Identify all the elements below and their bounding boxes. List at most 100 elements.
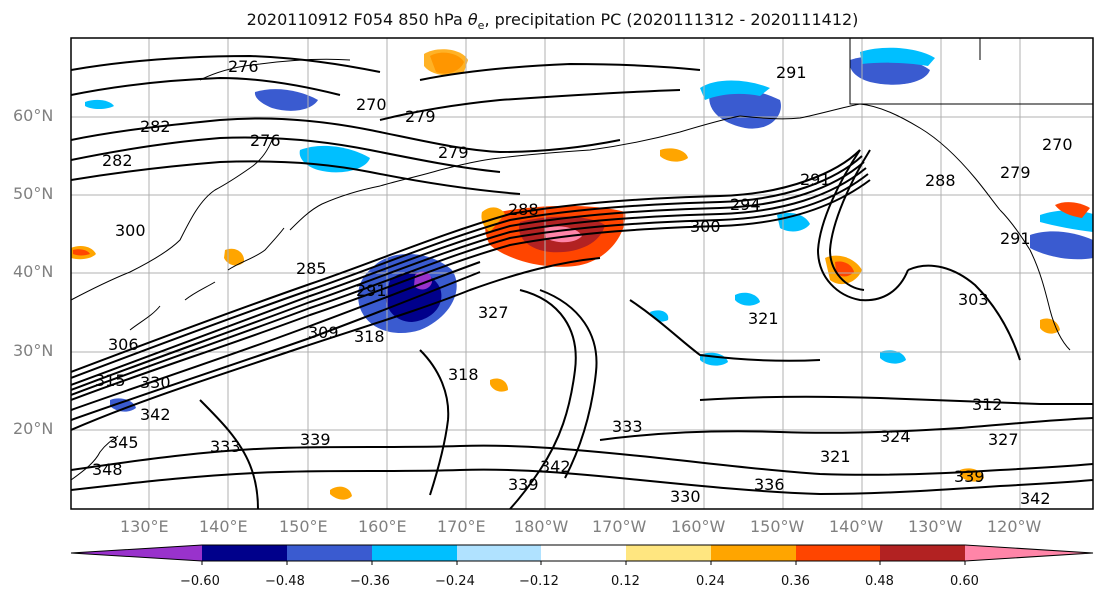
colorbar-tick-label: 0.12 [611,574,640,589]
contour-label: 279 [438,143,469,162]
lat-label-30n: 30°N [13,341,54,360]
contour-label: 330 [670,487,701,506]
precip-patch-kamchatka [299,145,370,173]
contour-label: 324 [880,427,911,446]
contour-label: 333 [612,417,643,436]
precip-patch-japan [224,248,245,266]
precip-patch-scattered-6 [85,99,114,109]
contour-label: 300 [115,221,146,240]
colorbar-tick-label: 0.48 [865,574,894,589]
lon-label: 140°W [829,517,884,536]
lon-label: 180°W [514,517,569,536]
contour-label: 348 [92,460,123,479]
contour-label: 318 [354,327,385,346]
contour-label: 270 [356,95,387,114]
precip-patch-scattered-4 [490,378,508,392]
lat-label-20n: 20°N [13,419,54,438]
contour-label: 336 [754,475,785,494]
colorbar-tick-label: −0.36 [350,574,390,589]
contour-label: 321 [748,309,779,328]
lon-label: 160°W [671,517,726,536]
colorbar-tick-label: 0.24 [696,574,725,589]
lat-label-40n: 40°N [13,262,54,281]
contour-label: 291 [776,63,807,82]
colorbar-tick-label: 0.60 [950,574,979,589]
contour-label: 291 [800,170,831,189]
contour-label: 309 [308,323,339,342]
contour-label: 342 [1020,489,1051,508]
title-prefix: 2020110912 F054 850 hPa [246,10,468,29]
contour-label: 327 [478,303,509,322]
colorbar [70,544,1094,565]
contour-label: 270 [1042,135,1073,154]
contour-label: 288 [925,171,956,190]
colorbar-tick-label: −0.24 [435,574,475,589]
contour-label: 300 [690,217,721,236]
colorbar-swatch [880,545,965,561]
contour-label: 294 [730,195,761,214]
contour-label: 321 [820,447,851,466]
colorbar-swatch [202,545,287,561]
precip-patch-china-red [73,249,90,256]
colorbar-tick-label: 0.36 [781,574,810,589]
contour-label: 339 [508,475,539,494]
contour-label: 279 [405,107,436,126]
precip-patch-scattered-5 [110,398,136,412]
contour-label: 339 [954,467,985,486]
colorbar-swatch [457,545,541,561]
colorbar-swatch [796,545,880,561]
precip-patch-west-coast-red [1055,202,1090,218]
contour-label: 315 [95,371,126,390]
colorbar-tick-label: −0.12 [519,574,559,589]
colorbar-swatch [711,545,796,561]
map-frame [70,37,1094,510]
contour-label: 303 [958,290,989,309]
contour-label: 318 [448,365,479,384]
colorbar-extend-left [71,545,202,561]
contour-labels: 282 282 276 279 279 288 294 291 300 285 … [92,57,1073,508]
coastlines [71,38,1093,481]
title-var-symbol: θ [467,10,478,29]
contour-label: 291 [1000,229,1031,248]
lon-label: 130°E [120,517,169,536]
contour-label: 276 [250,131,281,150]
title-var-sub: e [477,19,485,33]
contour-label: 288 [508,200,539,219]
colorbar-swatch [372,545,457,561]
contour-label: 282 [102,151,133,170]
contour-label: 279 [1000,163,1031,182]
contour-label: 282 [140,117,171,136]
contour-label: 276 [228,57,259,76]
map-area: 282 282 276 279 279 288 294 291 300 285 … [71,38,1093,509]
lat-label-50n: 50°N [13,184,54,203]
contour-label: 327 [988,430,1019,449]
precip-patch-scattered-8 [735,292,760,306]
colorbar-swatch [287,545,372,561]
contour-label: 291 [356,281,387,300]
lon-label: 130°W [908,517,963,536]
contour-label: 306 [108,335,139,354]
precip-patch-scattered-3 [880,350,906,364]
title-suffix: , precipitation PC (2020111312 - 2020111… [484,10,859,29]
lon-label: 150°W [750,517,805,536]
contour-label: 312 [972,395,1003,414]
precip-patch-alaska-light [700,80,770,100]
colorbar-extend-right [965,545,1093,561]
lon-label: 170°E [437,517,486,536]
colorbar-tick-label: −0.48 [265,574,305,589]
contour-label: 339 [300,430,331,449]
contour-label: 333 [210,437,241,456]
lon-label: 170°W [592,517,647,536]
lon-label: 150°E [279,517,328,536]
lon-label: 120°W [987,517,1042,536]
contour-label: 285 [296,259,327,278]
precip-patch-pacific-yellow [1040,318,1060,334]
theta-e-contours [71,54,1093,509]
contour-label: 330 [140,373,171,392]
precip-patch-west-coast [1030,231,1093,260]
contour-label: 342 [140,405,171,424]
contour-label: 342 [540,457,571,476]
colorbar-swatch [541,545,626,561]
colorbar-swatch [626,545,711,561]
